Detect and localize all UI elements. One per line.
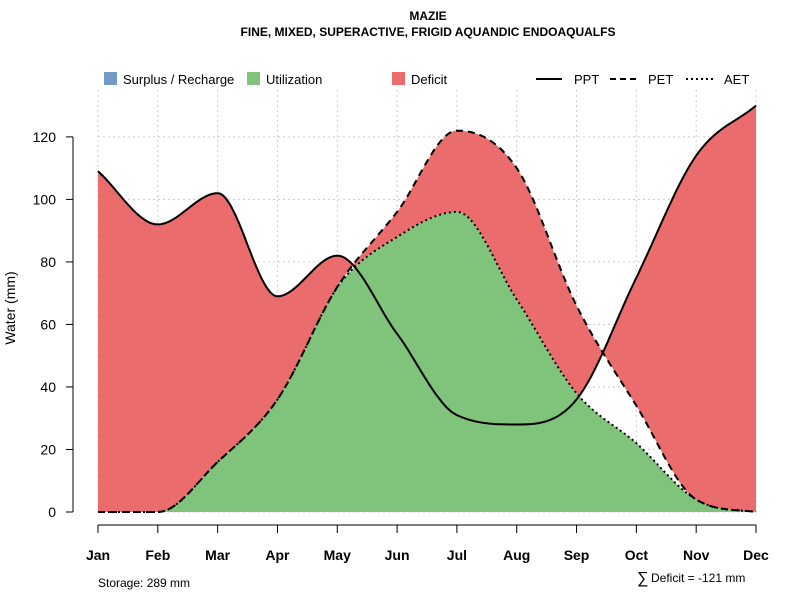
deficit-area xyxy=(98,105,756,512)
areas xyxy=(98,105,756,512)
legend-swatch-utilization xyxy=(247,72,260,85)
x-tick-label: Dec xyxy=(743,547,769,563)
series-lines xyxy=(97,104,757,513)
chart-title: MAZIE xyxy=(409,9,446,23)
sum-symbol: ∑ xyxy=(637,570,648,587)
y-tick-label: 40 xyxy=(40,379,56,395)
x-tick-label: Nov xyxy=(683,547,710,563)
legend-label-ppt: PPT xyxy=(574,72,599,87)
x-tick-label: Sep xyxy=(564,547,590,563)
legend: Surplus / Recharge Utilization Deficit P… xyxy=(104,72,749,87)
legend-label-pet: PET xyxy=(648,72,673,87)
x-tick-label: Feb xyxy=(145,547,170,563)
x-tick-label: Jul xyxy=(447,547,467,563)
y-tick-label: 100 xyxy=(33,191,57,207)
x-tick-label: Oct xyxy=(625,547,649,563)
deficit-note: Deficit = -121 mm xyxy=(651,571,745,585)
series-line-ppt xyxy=(97,104,757,426)
legend-label-deficit: Deficit xyxy=(411,72,448,87)
y-axis-label: Water (mm) xyxy=(2,271,18,344)
chart-subtitle: FINE, MIXED, SUPERACTIVE, FRIGID AQUANDI… xyxy=(241,25,616,39)
x-tick-label: Aug xyxy=(503,547,530,563)
x-tick-label: Jan xyxy=(86,547,110,563)
y-tick-label: 80 xyxy=(40,254,56,270)
series-line-aet xyxy=(98,210,757,513)
x-tick-label: Apr xyxy=(265,547,290,563)
x-tick-label: Jun xyxy=(385,547,410,563)
y-tick-label: 20 xyxy=(40,441,56,457)
y-tick-label: 0 xyxy=(48,504,56,520)
legend-swatch-surplus xyxy=(104,72,117,85)
utilization-area xyxy=(98,211,756,512)
legend-swatch-deficit xyxy=(392,72,405,85)
legend-label-surplus: Surplus / Recharge xyxy=(123,72,234,87)
storage-note: Storage: 289 mm xyxy=(98,576,190,590)
y-tick-label: 120 xyxy=(33,129,57,145)
y-tick-label: 60 xyxy=(40,316,56,332)
x-tick-label: Mar xyxy=(205,547,230,563)
legend-label-utilization: Utilization xyxy=(266,72,322,87)
legend-label-aet: AET xyxy=(724,72,749,87)
x-tick-label: May xyxy=(324,547,351,563)
axes: 0 20 40 60 80 100 120 Jan Feb Mar Apr May Jun Jul Aug S… xyxy=(33,129,769,563)
